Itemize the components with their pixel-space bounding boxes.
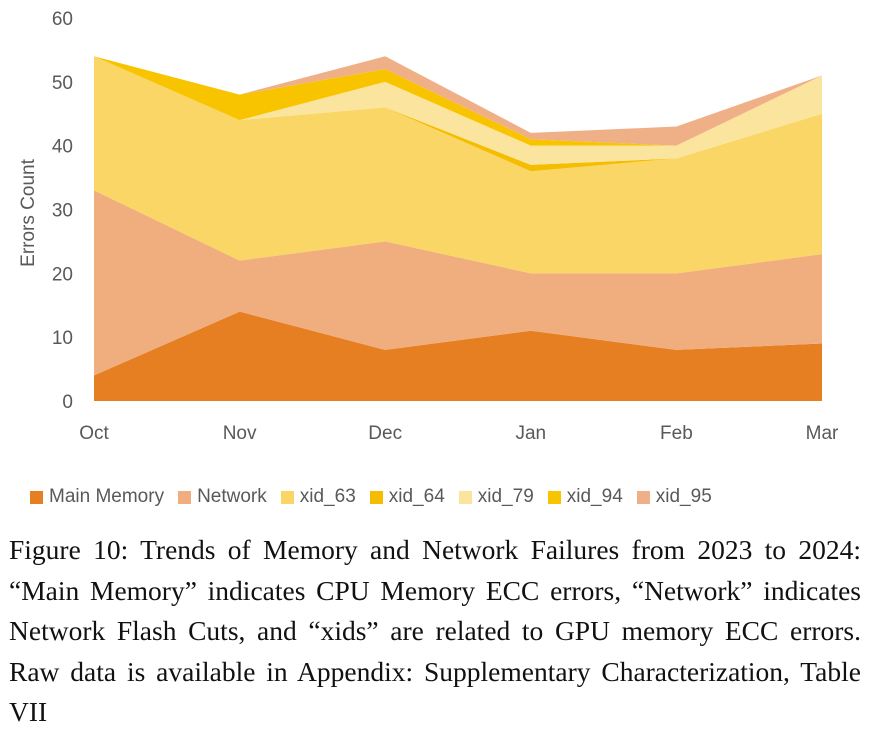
figure-caption: Figure 10: Trends of Memory and Network … [9,534,861,727]
area-xid-94 [94,56,822,146]
legend-item: xid_94 [547,486,623,508]
area-xid-63 [94,56,822,274]
chart-legend: Main Memory Network xid_63 xid_64 xid_79 xid_… [30,483,870,511]
legend-label: xid_63 [299,486,356,507]
area-xid-95 [94,56,822,146]
y-tick-label: 50 [52,73,73,94]
x-tick-label: Nov [223,423,257,444]
legend-label: Main Memory [49,486,165,507]
x-tick-label: Oct [79,423,109,444]
area-main-memory [94,311,822,401]
legend-item: Network [178,486,267,508]
y-tick-label: 20 [52,264,73,285]
y-tick-label: 30 [52,201,73,222]
legend-item: xid_95 [636,486,712,508]
x-tick-label: Dec [368,423,402,444]
y-axis-ticks: 0 10 20 30 40 50 60 [52,9,73,413]
y-tick-label: 60 [52,9,73,30]
legend-item: Main Memory [30,486,164,508]
area-series-group [94,56,822,401]
x-axis-ticks: Oct Nov Dec Jan Feb Mar [79,423,839,444]
legend-label: Network [197,486,267,507]
x-tick-label: Feb [660,423,693,444]
legend-swatch [636,490,650,504]
legend-swatch [458,490,472,504]
y-tick-label: 40 [52,137,73,158]
legend-label: xid_79 [477,486,534,507]
legend-item: xid_79 [458,486,534,508]
y-axis-label: Errors Count [18,158,39,266]
legend-item: xid_63 [280,486,356,508]
legend-swatch [547,490,561,504]
area-network [94,190,822,376]
legend-label: xid_94 [566,486,623,507]
stacked-area-chart: 0 10 20 30 40 50 60 Oct Nov Dec Jan Feb Mar Errors … [18,9,839,444]
legend-swatch [30,490,43,504]
legend-label: xid_64 [388,486,445,507]
x-tick-label: Jan [515,423,546,444]
x-tick-label: Mar [806,423,839,444]
legend-swatch [178,490,192,504]
legend-item: xid_64 [369,486,445,508]
legend-swatch [280,490,294,504]
legend-swatch [369,490,383,504]
y-tick-label: 10 [52,328,73,349]
legend-label: xid_95 [655,486,712,507]
y-tick-label: 0 [62,392,73,413]
